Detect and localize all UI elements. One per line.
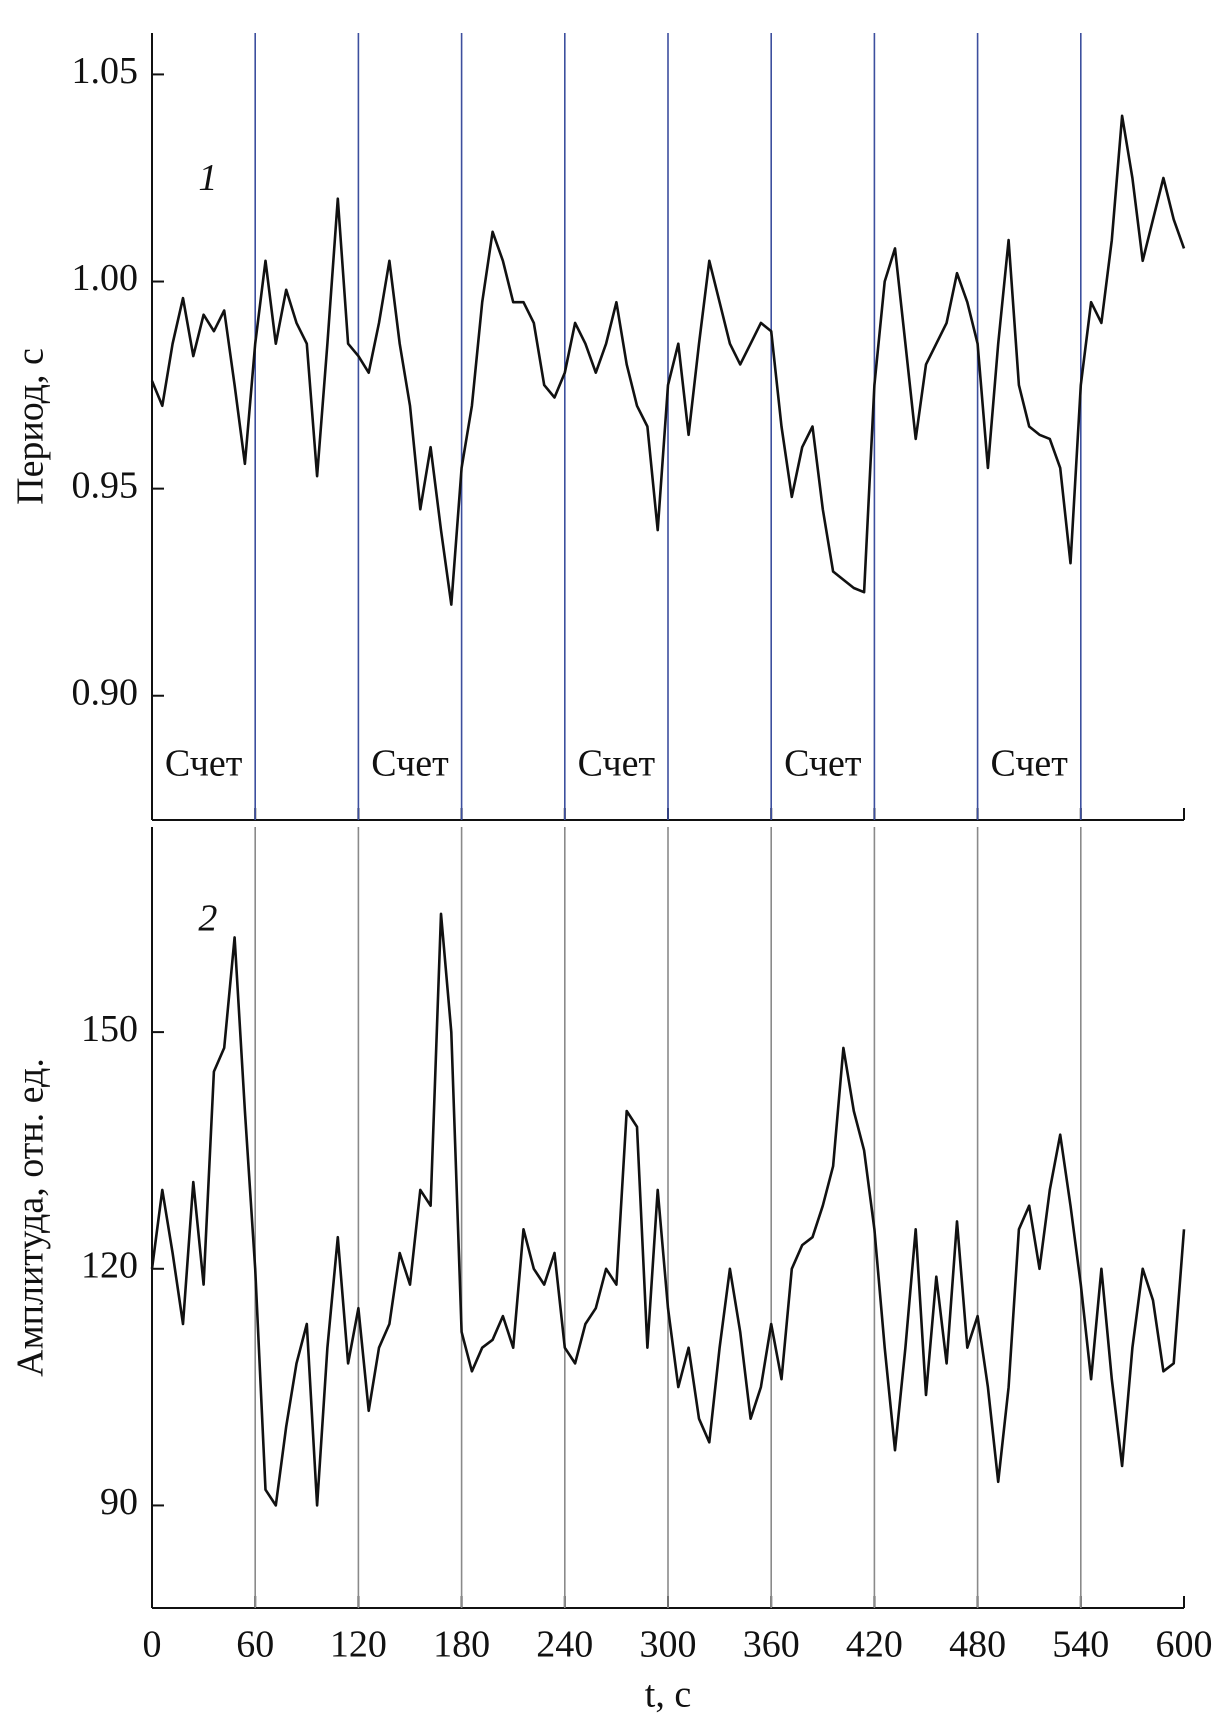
x-tick-label: 360 (743, 1624, 800, 1666)
y-tick-label: 90 (100, 1481, 138, 1523)
x-tick-label: 300 (640, 1624, 697, 1666)
annotation: Счет (990, 743, 1068, 785)
y-tick-label: 1.00 (72, 257, 139, 299)
y-axis-label: Период, с (10, 348, 52, 505)
y-tick-label: 0.95 (72, 464, 139, 506)
y-tick-label: 0.90 (72, 671, 139, 713)
data-line (150, 114, 1186, 606)
series-label: 2 (198, 897, 217, 939)
x-tick-label: 60 (236, 1624, 274, 1666)
x-tick-label: 180 (433, 1624, 490, 1666)
x-tick-label: 480 (949, 1624, 1006, 1666)
annotation: Счет (578, 743, 656, 785)
annotation: Счет (165, 743, 243, 785)
annotation: Счет (371, 743, 449, 785)
x-tick-label: 540 (1052, 1624, 1109, 1666)
x-tick-label: 120 (330, 1624, 387, 1666)
x-tick-label: 240 (536, 1624, 593, 1666)
annotation: Счет (784, 743, 862, 785)
y-tick-label: 1.05 (72, 50, 139, 92)
x-axis-label: t, с (645, 1674, 691, 1716)
y-tick-label: 150 (81, 1008, 138, 1050)
series-label: 1 (198, 157, 217, 199)
x-tick-label: 0 (143, 1624, 162, 1666)
y-tick-label: 120 (81, 1244, 138, 1286)
x-tick-label: 420 (846, 1624, 903, 1666)
x-tick-label: 600 (1156, 1624, 1213, 1666)
data-line (150, 912, 1186, 1507)
y-axis-label: Амплитуда, отн. ед. (10, 1058, 52, 1377)
